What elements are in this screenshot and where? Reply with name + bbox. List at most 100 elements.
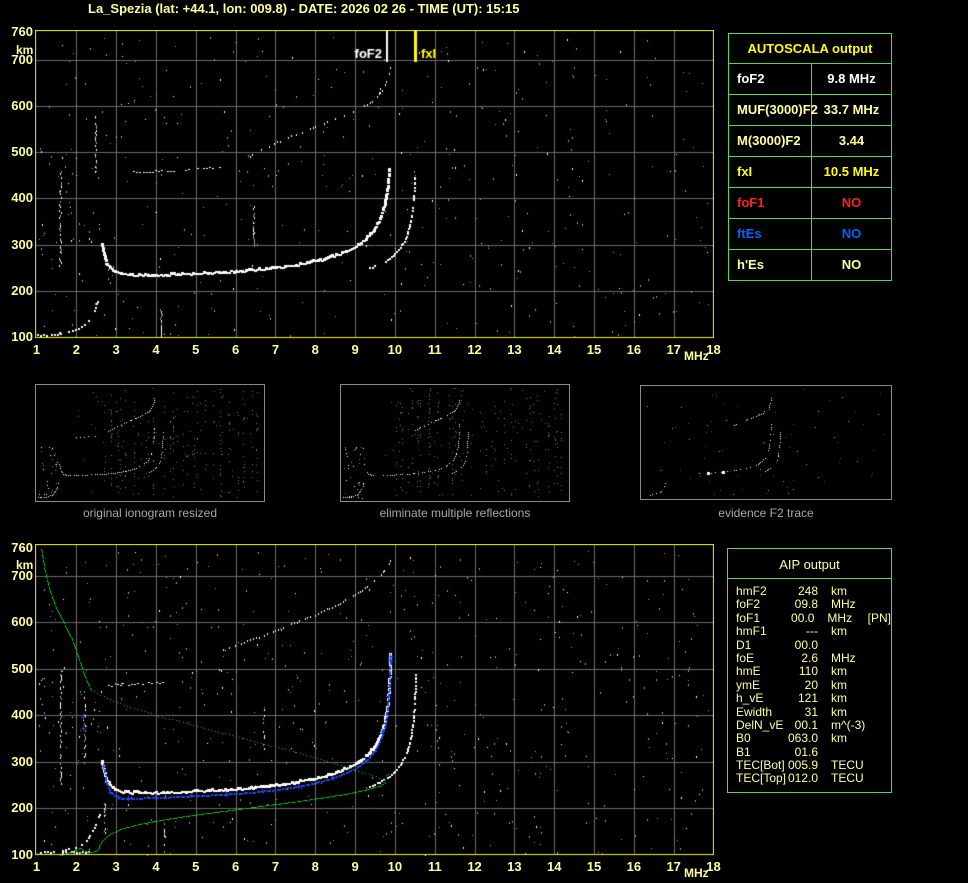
aip-row-unit: km [831, 731, 847, 746]
x-tick-label: 8 [311, 342, 319, 357]
x-tick-label: 8 [311, 859, 319, 874]
thumbnail-caption: evidence F2 trace [718, 506, 814, 520]
x-tick-label: 12 [467, 342, 482, 357]
station-title: La_Spezia (lat: +44.1, lon: 009.8) - DAT… [88, 1, 520, 16]
thumbnail-caption: original ionogram resized [82, 506, 218, 520]
aip-row-unit: MHz [827, 610, 853, 625]
aip-row-label: hmF2 [736, 584, 767, 598]
bottom-ionogram-canvas [35, 544, 714, 856]
autoscala-row: foF1 NO [729, 188, 891, 219]
x-tick-label: 10 [387, 859, 403, 874]
aip-row-value: 31 [804, 704, 818, 719]
y-tick-label: 100 [11, 847, 33, 862]
x-tick-label: 14 [546, 342, 562, 357]
x-tick-label: 17 [666, 859, 681, 874]
x-tick-label: 4 [152, 342, 160, 357]
x-tick-label: 11 [427, 859, 442, 874]
aip-row-label: TEC[Bot] [736, 758, 785, 773]
x-tick-label: 4 [152, 859, 160, 874]
aip-table-title: AIP output [728, 549, 891, 579]
aip-row-unit [831, 639, 871, 652]
aip-row-value: 09.8 [794, 597, 818, 612]
x-tick-label: 11 [427, 342, 442, 357]
thumbnail-caption: eliminate multiple reflections [379, 506, 531, 520]
y-tick-label: 500 [11, 144, 33, 160]
aip-row-value: 2.6 [801, 650, 818, 665]
x-tick-label: 16 [626, 342, 642, 357]
aip-row-unit: MHz [831, 597, 856, 612]
aip-row: h_vE 121 km [736, 691, 891, 706]
aip-row-value: 063.0 [787, 731, 818, 746]
aip-row-unit: km [831, 704, 847, 719]
autoscala-row-value: 10.5 MHz [823, 164, 880, 179]
autoscala-row-value: NO [841, 257, 862, 272]
autoscala-row-value: 3.44 [838, 133, 865, 148]
aip-row-label: TEC[Top] [736, 771, 787, 786]
x-tick-label: 15 [586, 342, 602, 357]
x-tick-label: 1 [32, 859, 41, 874]
aip-row-unit: km [831, 624, 847, 639]
aip-row-label: Ewidth [736, 704, 773, 719]
autoscala-table: AUTOSCALA output foF2 9.8 MHz MUF(3000)F2 3… [728, 33, 892, 281]
aip-row-extra: [PN] [867, 610, 891, 625]
autoscala-row: fxI 10.5 MHz [729, 157, 891, 188]
y-tick-label: 100 [11, 329, 33, 344]
y-tick-label: 700 [11, 51, 33, 67]
y-tick-label: 600 [11, 97, 33, 113]
aip-row: hmE 110 km [736, 665, 891, 678]
x-tick-label: 13 [507, 859, 522, 874]
x-tick-label: 6 [231, 859, 240, 874]
y-tick-label: 300 [11, 753, 33, 769]
x-tick-label: 3 [112, 342, 120, 357]
aip-row-value: 005.9 [787, 758, 818, 773]
x-tick-label: 18 [706, 859, 721, 874]
x-tick-label: 12 [467, 859, 482, 874]
autoscala-table-body: foF2 9.8 MHz MUF(3000)F2 33.7 MHz M(3000)F2 3… [729, 64, 891, 280]
autoscala-row: foF2 9.8 MHz [729, 64, 891, 95]
aip-row-value: 121 [797, 691, 818, 706]
aip-row-value: 01.6 [794, 744, 818, 759]
x-tick-label: 17 [666, 342, 681, 357]
aip-row-unit [831, 746, 871, 759]
x-tick-label: 7 [271, 342, 280, 357]
aip-row: B0 063.0 km [736, 732, 891, 745]
aip-row-label: foF2 [736, 597, 761, 612]
aip-row-value: 00.0 [794, 637, 818, 652]
y-axis-unit-label: km [16, 43, 34, 57]
aip-row: TEC[Bot] 005.9 TECU [736, 758, 891, 773]
aip-row-label: ymE [736, 677, 760, 692]
x-axis-unit-label: MHz [684, 866, 709, 880]
x-tick-label: 16 [626, 859, 642, 874]
x-tick-label: 5 [192, 342, 200, 357]
aip-row-value: 110 [798, 664, 818, 679]
aip-row-value: 00.0 [791, 610, 815, 625]
autoscala-row: ftEs NO [729, 219, 891, 250]
aip-row-value: 248 [797, 584, 818, 598]
y-tick-label: 200 [11, 800, 33, 816]
aip-row-unit: km [831, 677, 847, 692]
x-tick-label: 3 [112, 859, 120, 874]
aip-row: B1 01.6 [736, 744, 891, 759]
aip-row-value: 20 [804, 677, 818, 692]
aip-row-label: h_vE [736, 691, 764, 706]
autoscala-row-label: fxI [729, 157, 812, 187]
aip-row: TEC[Top] 012.0 TECU [736, 772, 891, 785]
aip-row-label: B1 [736, 744, 751, 759]
autoscala-row-value: NO [841, 226, 862, 241]
x-tick-label: 7 [271, 859, 280, 874]
autoscala-row-label: h'Es [729, 250, 812, 280]
aip-row: foE 2.6 MHz [736, 650, 891, 665]
aip-row-unit: TECU [831, 758, 864, 773]
aip-row-label: hmE [736, 664, 761, 679]
aip-row-unit: km [831, 584, 847, 598]
autoscala-row-value: 9.8 MHz [827, 71, 876, 86]
aip-row-label: hmF1 [736, 624, 767, 639]
aip-row: foF2 09.8 MHz [736, 598, 891, 611]
autoscala-row: M(3000)F2 3.44 [729, 126, 891, 157]
top-ionogram-canvas [35, 30, 714, 339]
y-tick-label: 600 [11, 614, 33, 630]
x-tick-label: 15 [586, 859, 602, 874]
aip-table: AIP output hmF2 248 km foF2 09.8 MHz foF1 00.0 M… [727, 548, 892, 793]
aip-row-label: foE [736, 650, 755, 665]
x-tick-label: 5 [192, 859, 200, 874]
